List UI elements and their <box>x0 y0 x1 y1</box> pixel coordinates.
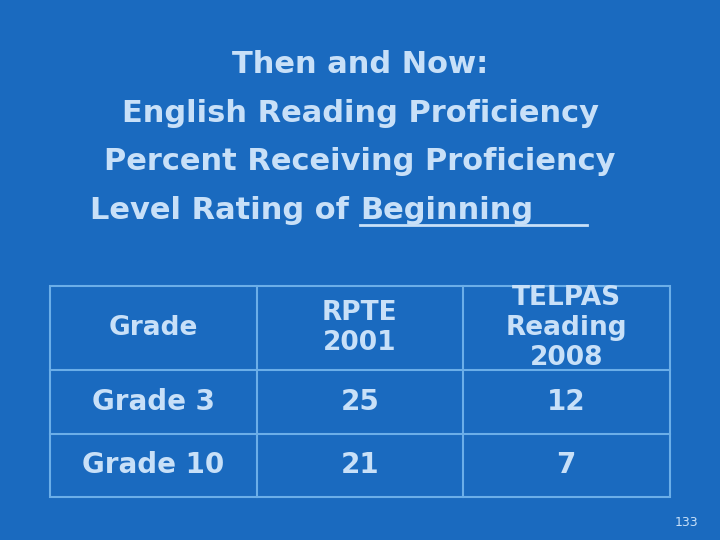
Text: 21: 21 <box>341 451 379 479</box>
Text: TELPAS
Reading
2008: TELPAS Reading 2008 <box>505 285 627 372</box>
Text: Beginning: Beginning <box>360 196 533 225</box>
Text: 12: 12 <box>547 388 585 416</box>
Bar <box>50 286 670 497</box>
Text: Level Rating of: Level Rating of <box>91 196 360 225</box>
Text: Percent Receiving Proficiency: Percent Receiving Proficiency <box>104 147 616 177</box>
Text: 7: 7 <box>557 451 576 479</box>
Text: 133: 133 <box>675 516 698 529</box>
Text: Grade 3: Grade 3 <box>92 388 215 416</box>
Text: Then and Now:: Then and Now: <box>232 50 488 79</box>
Text: Grade: Grade <box>109 315 198 341</box>
Text: English Reading Proficiency: English Reading Proficiency <box>122 99 598 128</box>
Text: RPTE
2001: RPTE 2001 <box>322 300 397 356</box>
Text: 25: 25 <box>341 388 379 416</box>
Text: Grade 10: Grade 10 <box>82 451 225 479</box>
